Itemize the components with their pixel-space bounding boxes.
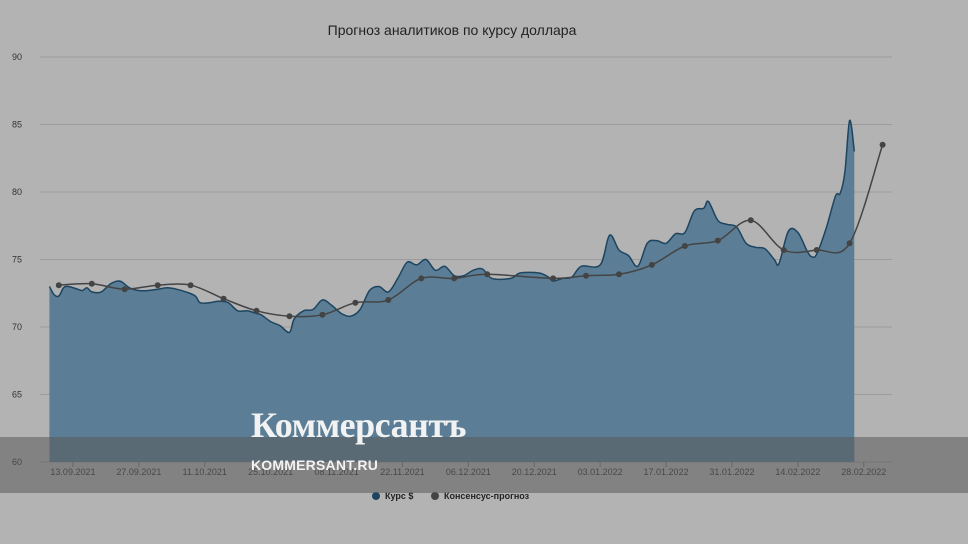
consensus-point: [187, 282, 194, 289]
consensus-point: [813, 247, 820, 253]
consensus-point: [648, 261, 655, 268]
consensus-point: [418, 275, 425, 282]
consensus-point: [319, 311, 326, 318]
rate-line: [48, 119, 856, 334]
watermark-logo: Коммерсантъ: [251, 405, 467, 445]
consensus-point: [385, 297, 392, 303]
consensus-point: [253, 307, 260, 314]
consensus-point: [846, 240, 853, 247]
y-tick-label: 65: [12, 390, 22, 400]
series-consensus: [55, 141, 886, 320]
legend-marker-consensus: [431, 492, 439, 500]
legend-label-consensus: Консенсус-прогноз: [444, 491, 530, 501]
consensus-point: [451, 275, 458, 282]
legend: Курс $ Консенсус-прогноз: [372, 491, 530, 501]
consensus-point: [714, 237, 721, 244]
y-tick-label: 80: [12, 187, 22, 197]
y-tick-label: 70: [12, 322, 22, 332]
consensus-point: [484, 271, 491, 278]
consensus-point: [780, 247, 787, 253]
consensus-point: [154, 282, 161, 289]
chart-title: Прогноз аналитиков по курсу доллара: [328, 22, 577, 38]
legend-label-rate: Курс $: [385, 491, 413, 501]
consensus-point: [879, 141, 886, 148]
consensus-point: [550, 275, 557, 282]
consensus-point: [583, 272, 589, 279]
rate-area-fill: [49, 120, 855, 462]
legend-marker-rate: [372, 492, 380, 500]
consensus-point: [121, 286, 128, 293]
consensus-point: [616, 271, 622, 278]
consensus-point: [681, 243, 688, 249]
consensus-point: [286, 313, 293, 320]
series-rate-area: [48, 119, 856, 462]
watermark-band: [0, 437, 968, 493]
y-tick-label: 75: [12, 255, 22, 265]
consensus-point: [352, 299, 359, 306]
y-axis-ticks: 60657075808590: [12, 52, 22, 467]
y-tick-label: 85: [12, 120, 22, 130]
legend-item-rate[interactable]: Курс $: [372, 491, 413, 501]
consensus-point: [88, 280, 95, 287]
consensus-point: [220, 295, 227, 302]
legend-item-consensus[interactable]: Консенсус-прогноз: [431, 491, 530, 501]
consensus-point: [747, 217, 754, 224]
y-tick-label: 90: [12, 52, 22, 62]
consensus-point: [55, 282, 62, 289]
watermark-site: KOMMERSANT.RU: [251, 457, 379, 473]
